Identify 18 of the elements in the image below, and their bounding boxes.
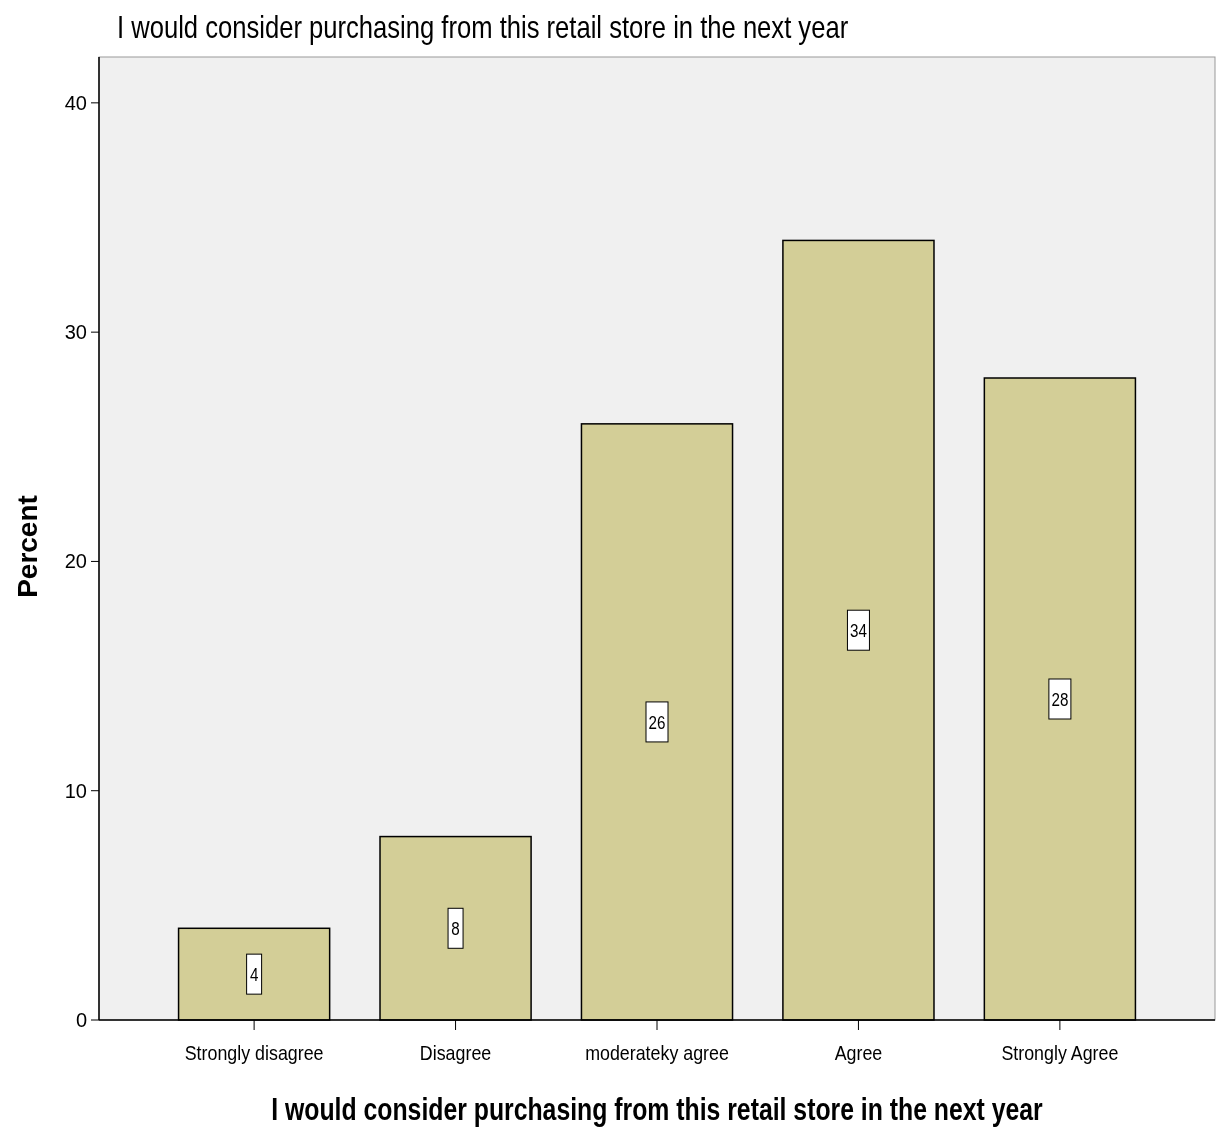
y-tick-label: 40 [64,91,87,114]
data-label: 26 [648,711,666,734]
x-tick-label: Strongly disagree [184,1040,324,1065]
x-tick-label: moderateky agree [585,1040,729,1065]
chart-title: I would consider purchasing from this retail store in the next year [117,9,849,45]
y-tick-label: 0 [75,1009,87,1031]
x-tick-label: Agree [834,1040,883,1065]
x-tick-label: Strongly Agree [1001,1040,1119,1065]
data-label: 4 [249,963,259,986]
y-axis-title: Percent [12,495,43,598]
data-label: 8 [451,917,460,940]
x-tick-label: Disagree [419,1040,492,1065]
x-axis-title: I would consider purchasing from this retail store in the next year [271,1092,1043,1127]
y-tick-label: 10 [64,779,87,802]
data-label: 34 [850,619,868,642]
data-label: 28 [1051,688,1069,711]
y-tick-label: 30 [64,321,87,344]
y-tick-label: 20 [64,550,87,573]
